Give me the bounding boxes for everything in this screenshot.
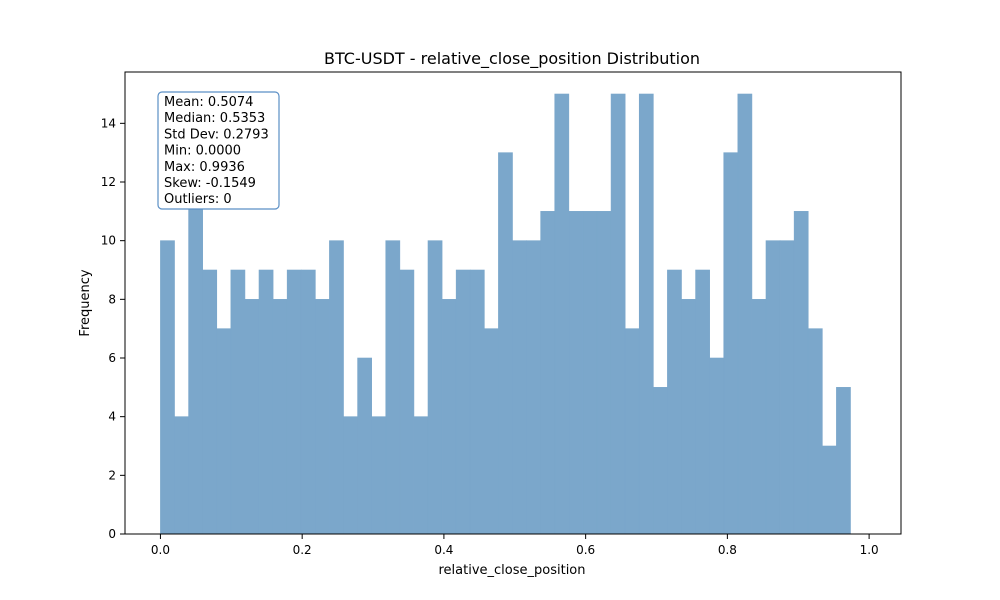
histogram-bar <box>371 416 387 535</box>
histogram-bar <box>202 269 218 535</box>
histogram-bar <box>568 211 584 535</box>
histogram-bar <box>427 240 443 535</box>
histogram-bar <box>709 357 725 535</box>
x-tick-label: 0.4 <box>434 543 453 557</box>
histogram-bar <box>596 211 612 535</box>
stats-line: Skew: -0.1549 <box>164 176 256 191</box>
y-tick-label: 10 <box>101 234 116 248</box>
y-tick-label: 12 <box>101 175 116 189</box>
histogram-bar <box>174 416 189 535</box>
histogram-bar <box>540 211 556 535</box>
chart-title: BTC-USDT - relative_close_position Distr… <box>324 49 700 69</box>
histogram-bar <box>286 269 302 535</box>
histogram-bar <box>681 299 696 535</box>
x-axis-label: relative_close_position <box>438 563 585 578</box>
y-tick-label: 0 <box>108 527 116 541</box>
histogram-bar <box>624 328 640 535</box>
histogram-bar <box>329 240 344 535</box>
stats-line: Max: 0.9936 <box>164 160 245 175</box>
y-tick-label: 4 <box>108 410 116 424</box>
histogram-bar <box>230 269 246 535</box>
histogram-bar <box>455 269 471 535</box>
x-tick-label: 0.0 <box>151 543 170 557</box>
histogram-bar <box>357 357 372 535</box>
histogram-bar <box>258 269 274 535</box>
histogram-bar <box>807 328 823 535</box>
histogram-bar <box>667 269 682 535</box>
histogram-bar <box>343 416 358 535</box>
histogram-bar <box>244 299 260 535</box>
histogram-bar <box>582 211 598 535</box>
histogram-bar <box>413 416 429 535</box>
y-tick-label: 2 <box>108 468 116 482</box>
histogram-bar <box>638 93 654 535</box>
histogram-bar <box>765 240 781 535</box>
histogram-bar <box>160 240 175 535</box>
histogram-bar <box>822 445 837 535</box>
x-tick-label: 1.0 <box>860 543 879 557</box>
stats-line: Min: 0.0000 <box>164 144 241 159</box>
histogram-bar <box>188 181 203 535</box>
histogram-bar <box>469 269 485 535</box>
x-tick-label: 0.6 <box>576 543 595 557</box>
histogram-bar <box>484 328 499 535</box>
histogram-bar <box>216 328 232 535</box>
stats-box-frame <box>157 91 280 210</box>
histogram-bar <box>498 152 513 535</box>
x-tick-label: 0.2 <box>293 543 312 557</box>
histogram-bar <box>300 269 316 535</box>
histogram-bar <box>610 93 626 535</box>
x-tick-label: 0.8 <box>718 543 737 557</box>
histogram-bar <box>272 299 288 535</box>
histogram-bar <box>779 240 795 535</box>
x-axis-ticks: 0.0 0.2 0.4 0.6 0.8 1.0 <box>151 534 879 557</box>
histogram-bar <box>441 299 457 535</box>
y-axis-label: Frequency <box>78 269 93 336</box>
histogram-bar <box>723 152 739 535</box>
histogram-bar <box>526 240 541 535</box>
histogram-bar <box>793 211 809 535</box>
histogram-bar <box>385 240 401 535</box>
stats-line: Outliers: 0 <box>164 192 232 207</box>
histogram-bar <box>737 93 753 535</box>
histogram-bar <box>554 93 570 535</box>
y-tick-label: 8 <box>108 292 116 306</box>
histogram-bar <box>695 269 710 535</box>
histogram-bar <box>751 299 767 535</box>
y-tick-label: 14 <box>101 116 116 130</box>
stats-line: Median: 0.5353 <box>164 111 265 126</box>
y-axis-ticks: 0 2 4 6 8 10 12 14 <box>101 116 125 541</box>
histogram-bar <box>315 299 330 535</box>
histogram-bar <box>653 387 668 535</box>
histogram-bar <box>836 387 851 535</box>
stats-line: Std Dev: 0.2793 <box>164 127 269 142</box>
y-tick-label: 6 <box>108 351 116 365</box>
plot-frame <box>124 71 902 535</box>
histogram-bar <box>399 269 415 535</box>
stats-line: Mean: 0.5074 <box>164 95 253 110</box>
histogram-bar <box>512 240 527 535</box>
